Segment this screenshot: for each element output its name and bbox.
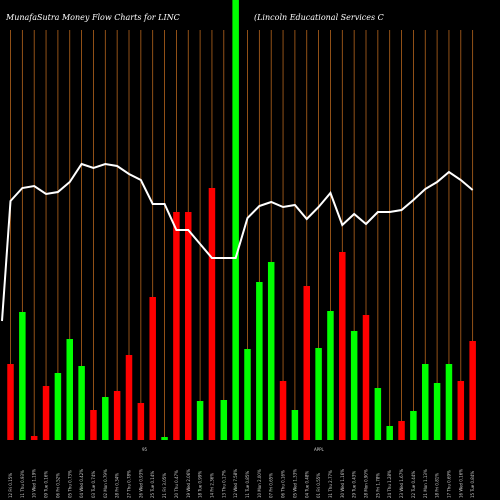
x-tick-label: 26 Wed 0.93% bbox=[138, 469, 143, 498]
chart-title-left: MunafaSutra Money Flow Charts for LINC bbox=[5, 13, 180, 22]
x-tick-label: 02 Mon 0.79% bbox=[103, 469, 108, 498]
bar bbox=[267, 262, 275, 440]
bar bbox=[410, 411, 417, 440]
bar bbox=[279, 381, 287, 440]
bar bbox=[445, 364, 453, 440]
x-tick-label: 03 Tue 0.74% bbox=[91, 471, 96, 498]
axis-annotation-appl: APPL bbox=[314, 447, 325, 452]
bar bbox=[220, 400, 228, 440]
x-tick-label: 12 Fri 0.15% bbox=[8, 473, 13, 498]
bar bbox=[196, 401, 204, 440]
x-tick-label: 25 Tue 0.14% bbox=[150, 471, 155, 498]
bar bbox=[386, 426, 393, 440]
x-tick-label: 04 Tue 0.48% bbox=[304, 471, 309, 498]
x-tick-label: 22 Tue 0.44% bbox=[411, 471, 416, 498]
x-tick-label: 15 Tue 0.84% bbox=[470, 471, 475, 498]
x-tick-label: 31 Thu 2.77% bbox=[328, 470, 333, 498]
bar bbox=[54, 373, 62, 440]
bar bbox=[42, 386, 50, 440]
x-tick-label: 24 Thu 1.28% bbox=[387, 470, 392, 498]
x-tick-label: 28 Fri 0.34% bbox=[115, 473, 120, 498]
bar bbox=[7, 364, 14, 440]
bar bbox=[161, 437, 168, 440]
x-tick-label: 05 Wed 1.33% bbox=[292, 469, 297, 498]
bar bbox=[362, 315, 370, 440]
bar bbox=[256, 282, 263, 440]
x-tick-label: 18 Tue 0.99% bbox=[198, 471, 203, 498]
x-tick-label: 14 Fri 2.36% bbox=[209, 473, 214, 498]
x-tick-label: 09 Tue 0.16% bbox=[44, 471, 49, 498]
x-tick-label: 13 Thu 0.17% bbox=[221, 470, 226, 498]
x-tick-label: 06 Thu 0.16% bbox=[281, 470, 286, 498]
x-tick-label: 11 Tue 0.85% bbox=[245, 471, 250, 498]
bar bbox=[66, 339, 73, 440]
x-tick-label: 19 Wed 2.06% bbox=[186, 469, 191, 498]
x-tick-label: 01 Fri 0.55% bbox=[316, 473, 321, 498]
x-tick-label: 16 Wed 0.16% bbox=[458, 469, 463, 498]
x-axis-labels: 12 Fri 0.15% 11 Thu 0.93% 10 Wed 1.19% 09 T… bbox=[8, 469, 475, 498]
bar bbox=[78, 366, 85, 440]
bar bbox=[433, 383, 441, 440]
x-tick-label: 12 Wed 7.58% bbox=[233, 469, 238, 498]
x-tick-label: 04 Wed 0.42% bbox=[79, 469, 84, 498]
x-tick-label: 10 Wed 1.19% bbox=[32, 469, 37, 498]
money-flow-line bbox=[1, 162, 474, 322]
bar bbox=[339, 252, 346, 440]
bar bbox=[303, 286, 310, 440]
bar bbox=[374, 388, 382, 440]
x-tick-label: 21 Mon 1.13% bbox=[423, 469, 428, 498]
axis-annotation-95: 95 bbox=[142, 447, 148, 452]
x-tick-label: 07 Fri 0.65% bbox=[269, 473, 274, 498]
bar-series bbox=[7, 0, 476, 440]
bar bbox=[315, 348, 322, 440]
x-tick-label: 27 Thu 0.78% bbox=[127, 470, 132, 498]
bar bbox=[422, 364, 429, 440]
bar bbox=[244, 349, 251, 440]
bar bbox=[113, 391, 121, 440]
x-tick-label: 06 Fri 0.52% bbox=[55, 473, 60, 498]
bar bbox=[457, 381, 465, 440]
bar bbox=[125, 355, 133, 440]
x-tick-label: 05 Thu 0.73% bbox=[67, 470, 72, 498]
x-tick-label: 17 Thu 0.69% bbox=[446, 470, 451, 498]
x-tick-label: 20 Thu 0.47% bbox=[174, 470, 179, 498]
x-tick-label: 29 Tue 0.43% bbox=[352, 471, 357, 498]
x-tick-label: 28 Mon 0.90% bbox=[364, 469, 369, 498]
bar bbox=[19, 312, 26, 440]
bar bbox=[350, 331, 358, 440]
x-tick-label: 18 Fri 0.81% bbox=[435, 473, 440, 498]
x-tick-label: 23 Wed 1.67% bbox=[399, 469, 404, 498]
bar bbox=[102, 397, 109, 440]
x-tick-label: 30 Wed 1.16% bbox=[340, 469, 345, 498]
x-tick-label: 21 Fri 3.05% bbox=[162, 473, 167, 498]
x-tick-label: 11 Thu 0.93% bbox=[20, 470, 25, 498]
bar bbox=[208, 188, 216, 440]
bar bbox=[469, 341, 476, 440]
bar bbox=[291, 410, 299, 440]
bar bbox=[173, 212, 180, 440]
bar bbox=[327, 311, 334, 440]
bar bbox=[149, 297, 156, 440]
chart-title-right: (Lincoln Educational Services C bbox=[254, 13, 384, 22]
x-tick-label: 10 Mon 2.00% bbox=[257, 469, 262, 498]
bar bbox=[185, 212, 192, 440]
x-tick-label: 25 Fri 1.78% bbox=[375, 473, 380, 498]
bar bbox=[30, 436, 38, 440]
bar bbox=[232, 0, 239, 440]
bar bbox=[398, 421, 405, 440]
bar bbox=[90, 410, 97, 440]
bar bbox=[137, 403, 145, 440]
